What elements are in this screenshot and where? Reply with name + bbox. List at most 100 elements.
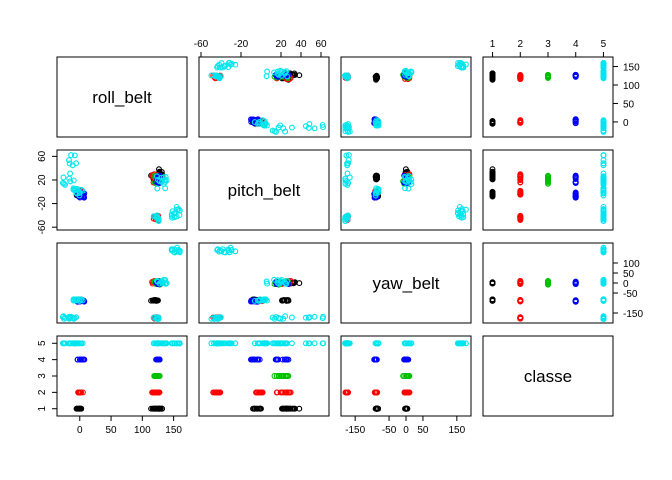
data-point xyxy=(211,314,218,321)
data-point xyxy=(264,68,271,75)
data-point xyxy=(489,118,496,125)
tick-label: -50 xyxy=(382,425,397,436)
data-point xyxy=(217,247,224,254)
data-point xyxy=(78,405,85,412)
data-point xyxy=(572,172,579,179)
data-point xyxy=(155,389,162,396)
data-point xyxy=(72,186,79,193)
data-point xyxy=(174,206,181,213)
data-point xyxy=(374,175,381,182)
tick-label: 100 xyxy=(623,259,640,270)
tick-label: -20 xyxy=(234,39,249,50)
data-point xyxy=(371,389,378,396)
variable-label-yaw_belt: yaw_belt xyxy=(372,274,439,293)
data-point xyxy=(67,170,74,177)
data-point xyxy=(404,356,411,363)
data-point xyxy=(251,405,258,412)
data-point xyxy=(406,389,413,396)
data-point xyxy=(227,244,234,251)
data-point xyxy=(156,356,163,363)
data-point xyxy=(69,162,76,169)
data-point xyxy=(213,314,220,321)
data-point xyxy=(69,314,76,321)
data-point xyxy=(156,405,163,412)
data-point xyxy=(211,72,218,79)
tick-label: 0 xyxy=(623,279,629,290)
data-point xyxy=(159,278,166,285)
data-point xyxy=(572,297,579,304)
data-point xyxy=(253,389,259,396)
tick-label: 2 xyxy=(517,39,523,50)
tick-label: 3 xyxy=(37,373,48,379)
data-point xyxy=(319,121,326,128)
tick-label: -60 xyxy=(37,220,48,235)
data-point xyxy=(517,314,524,321)
data-point xyxy=(572,192,579,199)
data-point xyxy=(173,340,180,347)
data-point xyxy=(374,74,380,81)
data-point xyxy=(213,72,220,79)
panel-1-2 xyxy=(340,149,472,231)
data-point xyxy=(273,373,280,379)
data-point xyxy=(489,189,496,196)
data-point xyxy=(73,189,80,196)
data-point xyxy=(274,356,281,363)
tick-label: 4 xyxy=(573,39,579,50)
data-point xyxy=(159,177,166,184)
data-point xyxy=(545,179,551,186)
data-point xyxy=(79,340,86,347)
data-point xyxy=(288,124,295,131)
data-point xyxy=(406,70,413,77)
data-point xyxy=(572,120,579,127)
variable-label-classe: classe xyxy=(524,367,572,386)
data-point xyxy=(600,297,607,304)
data-point xyxy=(60,174,67,181)
panel-1-0 xyxy=(56,149,188,231)
data-point xyxy=(489,192,496,199)
data-point xyxy=(345,389,351,396)
data-point xyxy=(280,315,287,322)
data-point xyxy=(572,179,579,186)
data-point xyxy=(517,213,524,220)
data-point xyxy=(545,281,551,288)
data-point xyxy=(517,119,524,126)
data-point xyxy=(517,117,524,124)
data-point xyxy=(79,297,86,304)
data-point xyxy=(263,73,270,80)
data-point xyxy=(155,214,162,221)
data-point xyxy=(600,203,607,210)
data-point xyxy=(406,340,413,347)
data-point xyxy=(163,177,170,184)
data-point xyxy=(259,117,266,124)
data-point xyxy=(517,191,524,198)
tick-label: -60 xyxy=(194,39,209,50)
tick-label: 4 xyxy=(37,356,48,362)
data-point xyxy=(600,185,607,192)
data-point xyxy=(277,122,284,129)
data-point xyxy=(462,61,469,68)
data-point xyxy=(79,187,86,194)
data-point xyxy=(61,315,67,322)
data-point xyxy=(296,72,303,79)
data-point xyxy=(80,356,87,363)
data-point xyxy=(222,62,229,69)
data-point xyxy=(302,123,309,130)
data-point xyxy=(489,74,496,81)
data-point xyxy=(373,356,380,363)
data-point xyxy=(155,340,162,347)
data-point xyxy=(253,405,260,412)
tick-label: 40 xyxy=(295,39,307,50)
data-point xyxy=(600,248,607,255)
tick-label: 20 xyxy=(275,39,287,50)
data-point xyxy=(156,178,163,185)
data-point xyxy=(600,152,607,159)
data-point xyxy=(405,185,412,192)
points-layer xyxy=(59,59,607,412)
data-point xyxy=(275,373,282,379)
data-point xyxy=(67,178,74,185)
data-point xyxy=(262,121,269,128)
data-point xyxy=(302,314,309,321)
data-point xyxy=(342,128,349,135)
tick-label: 1 xyxy=(490,39,496,50)
data-point xyxy=(600,72,607,79)
